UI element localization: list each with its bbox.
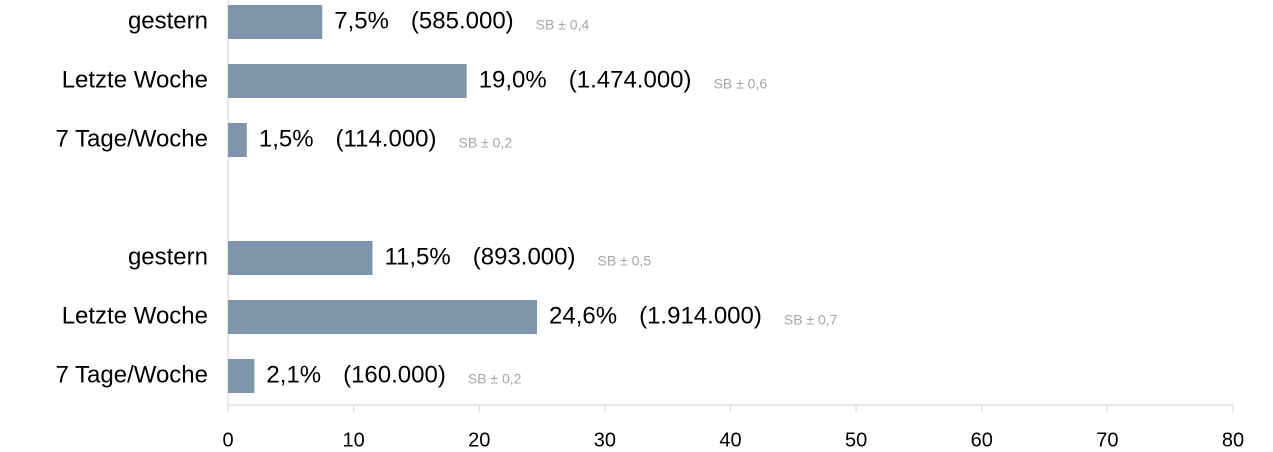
value-label: 19,0% (479, 66, 547, 93)
bar (228, 64, 467, 98)
value-label: 1,5% (259, 125, 314, 152)
x-tick-label: 70 (1096, 429, 1118, 451)
bar (228, 241, 373, 275)
count-label: (160.000) (343, 361, 446, 388)
value-label: 24,6% (549, 302, 617, 329)
value-label: 2,1% (266, 361, 321, 388)
x-tick-label: 0 (222, 429, 233, 451)
bar (228, 5, 323, 39)
bar (228, 359, 255, 393)
sb-label: SB ± 0,4 (536, 17, 590, 33)
bar (228, 123, 247, 157)
bar (228, 300, 538, 334)
x-tick-label: 10 (343, 429, 365, 451)
y-tick-label: Letzte Woche (62, 66, 208, 93)
value-label: 7,5% (334, 7, 389, 34)
x-tick-label: 80 (1222, 429, 1244, 451)
y-tick-label: 7 Tage/Woche (55, 361, 208, 388)
x-tick-label: 40 (719, 429, 741, 451)
count-label: (114.000) (336, 125, 437, 152)
count-label: (1.914.000) (639, 302, 762, 329)
value-label: 11,5% (384, 243, 450, 270)
x-tick-label: 20 (468, 429, 490, 451)
y-tick-label: Letzte Woche (62, 302, 208, 329)
y-tick-label: 7 Tage/Woche (55, 125, 208, 152)
sb-label: SB ± 0,6 (714, 76, 768, 92)
y-tick-label: gestern (128, 243, 208, 270)
count-label: (585.000) (411, 7, 514, 34)
sb-label: SB ± 0,2 (459, 135, 513, 151)
x-tick-label: 30 (594, 429, 616, 451)
count-label: (1.474.000) (569, 66, 692, 93)
sb-label: SB ± 0,2 (468, 371, 522, 387)
x-tick-label: 50 (845, 429, 867, 451)
count-label: (893.000) (473, 243, 576, 270)
sb-label: SB ± 0,5 (598, 253, 652, 269)
x-tick-label: 60 (971, 429, 993, 451)
sb-label: SB ± 0,7 (784, 312, 838, 328)
y-tick-label: gestern (128, 7, 208, 34)
